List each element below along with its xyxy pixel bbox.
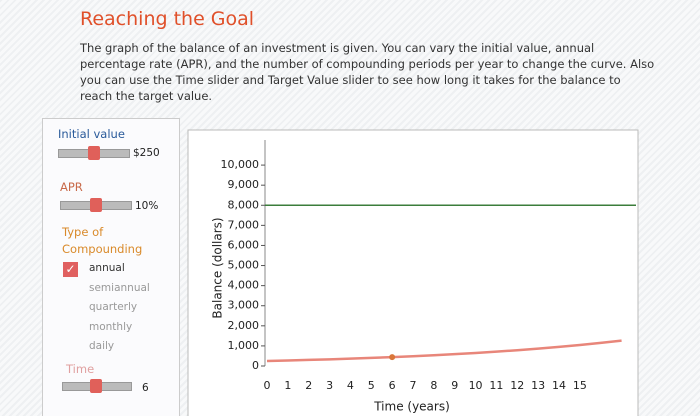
compounding-option[interactable]: monthly [89,320,133,333]
y-tick-label: 0 [252,359,259,372]
x-tick-label: 2 [305,379,312,392]
chart-frame [187,129,639,416]
y-tick-label: 5,000 [228,259,260,272]
y-axis-label: Balance (dollars) [211,217,225,318]
y-tick-label: 9,000 [228,178,260,191]
compounding-option[interactable]: quarterly [89,301,138,313]
control-label: Time [66,362,95,376]
x-tick-label: 0 [264,379,271,392]
y-tick-label: 8,000 [228,198,260,211]
time-marker [389,354,396,361]
control-label: Type of Compounding [62,225,143,256]
slider-value: 10% [135,200,159,212]
title: Reaching the Goal [80,8,255,30]
checkbox[interactable]: ✓ [63,262,78,277]
x-tick-label: 10 [469,379,483,392]
compounding-option[interactable]: annual [89,262,125,274]
y-tick-label: 3,000 [228,299,260,312]
x-tick-label: 15 [573,379,587,392]
slider-value: 6 [142,382,149,394]
slider-value: $250 [133,147,160,159]
x-tick-label: 7 [410,379,417,392]
balance-line [266,339,622,363]
x-tick-label: 12 [510,379,524,392]
y-tick-label: 10,000 [221,158,260,171]
description: The graph of the balance of an investmen… [80,41,655,103]
x-tick-label: 14 [552,379,566,392]
slider-thumb[interactable] [90,379,102,393]
x-tick-label: 8 [430,379,437,392]
y-tick-label: 7,000 [228,218,260,231]
x-tick-label: 3 [326,379,333,392]
x-tick-label: 13 [531,379,545,392]
y-tick-label: 4,000 [228,279,260,292]
compounding-option[interactable]: semiannual [89,281,150,294]
x-tick-label: 9 [451,379,458,392]
x-tick-label: 4 [347,379,354,392]
slider-thumb[interactable] [88,146,100,160]
slider-thumb[interactable] [90,198,102,212]
control-panel: Initial value $250 APR 10% Type of Compo… [42,118,180,416]
x-tick-label: 5 [368,379,375,392]
compounding-option[interactable]: daily [89,340,115,352]
x-tick-label: 11 [489,379,503,392]
y-tick-label: 6,000 [228,238,260,251]
y-tick-label: 2,000 [228,319,260,332]
x-tick-label: 6 [389,379,396,392]
y-tick-label: 1,000 [228,339,260,352]
x-axis-label: Time (years) [373,400,450,414]
control-label: Initial value [58,127,125,141]
control-label: APR [60,180,83,194]
x-tick-label: 1 [284,379,291,392]
